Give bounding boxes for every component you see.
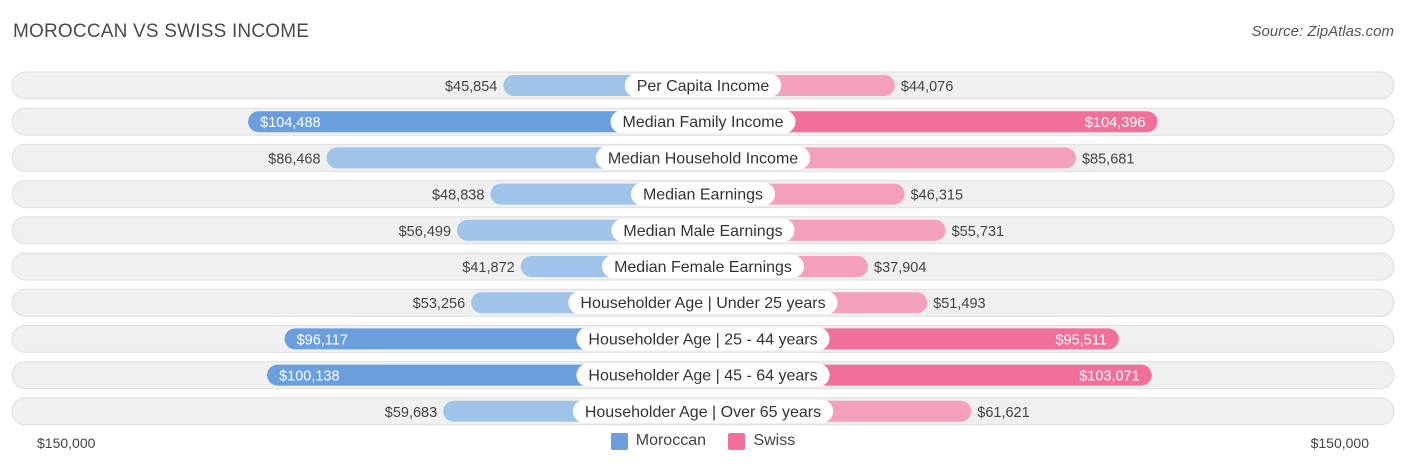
source-label: Source: ZipAtlas.com: [1251, 23, 1394, 40]
chart-row: $48,838 $46,315 Median Earnings: [11, 180, 1395, 209]
chart-row: $56,499 $55,731 Median Male Earnings: [11, 216, 1395, 245]
value-label-swiss: $44,076: [901, 79, 953, 95]
category-pill: [595, 146, 811, 170]
category-label: Median Earnings: [643, 187, 763, 204]
legend-swatch-swiss: [728, 432, 746, 450]
value-label-moroccan: $41,872: [462, 260, 514, 276]
category-pill: [610, 110, 796, 134]
value-label-moroccan: $56,499: [399, 224, 451, 240]
category-pill: [602, 255, 804, 278]
category-pill: [572, 399, 834, 423]
chart-row: $41,872 $37,904 Median Female Earnings: [11, 252, 1395, 281]
value-label-moroccan: $59,683: [385, 405, 437, 421]
chart-row: $100,138 $103,071 Householder Age | 45 - 6…: [11, 361, 1395, 390]
value-label-moroccan: $100,138: [279, 369, 339, 385]
category-pill: [624, 74, 782, 97]
value-label-swiss: $103,071: [1079, 369, 1139, 385]
chart-title: MOROCCAN VS SWISS INCOME: [13, 21, 310, 42]
chart-row: $45,854 $44,076 Per Capita Income: [11, 71, 1395, 100]
value-label-swiss: $37,904: [874, 260, 926, 276]
value-label-swiss: $104,396: [1085, 115, 1145, 131]
category-label: Median Male Earnings: [623, 223, 782, 240]
value-label-moroccan: $104,488: [260, 115, 320, 131]
value-label-swiss: $61,621: [977, 405, 1029, 421]
chart-row: $59,683 $61,621 Householder Age | Over 65 …: [11, 397, 1395, 426]
chart-row: $86,468 $85,681 Median Household Income: [11, 143, 1395, 172]
category-label: Median Family Income: [623, 114, 784, 131]
category-label: Per Capita Income: [637, 78, 770, 95]
legend: Moroccan Swiss: [0, 432, 1406, 455]
chart-row: $53,256 $51,493 Householder Age | Under 25…: [11, 288, 1395, 317]
category-label: Householder Age | 45 - 64 years: [588, 368, 817, 385]
value-label-swiss: $51,493: [933, 296, 985, 312]
value-label-moroccan: $45,854: [445, 79, 497, 95]
value-label-swiss: $46,315: [911, 188, 963, 204]
bar-swiss: [703, 111, 1158, 133]
value-label-moroccan: $96,117: [297, 332, 348, 348]
legend-item-moroccan: Moroccan: [610, 432, 706, 450]
category-pill: [576, 363, 830, 387]
category-pill: [611, 218, 795, 242]
category-label: Median Household Income: [608, 150, 798, 167]
value-label-swiss: $85,681: [1082, 151, 1134, 167]
value-label-swiss: $95,511: [1055, 332, 1106, 348]
value-label-swiss: $55,731: [952, 224, 1004, 240]
category-label: Householder Age | 25 - 44 years: [588, 331, 817, 348]
axis-right-label: $150,000: [1310, 435, 1369, 451]
category-pill: [576, 327, 830, 351]
category-pill: [568, 291, 838, 315]
legend-label-swiss: Swiss: [753, 432, 796, 449]
category-pill: [630, 182, 776, 206]
category-label: Median Female Earnings: [614, 259, 792, 276]
bar-moroccan: [248, 111, 703, 133]
value-label-moroccan: $53,256: [413, 296, 465, 312]
legend-item-swiss: Swiss: [728, 432, 795, 450]
legend-label-moroccan: Moroccan: [635, 432, 706, 449]
legend-swatch-moroccan: [610, 432, 628, 450]
chart-row: $96,117 $95,511 Householder Age | 25 - 44 …: [11, 324, 1395, 353]
value-label-moroccan: $86,468: [268, 151, 320, 167]
chart-row: $104,488 $104,396 Median Family Income: [11, 107, 1395, 136]
category-label: Householder Age | Under 25 years: [580, 295, 825, 312]
value-label-moroccan: $48,838: [432, 188, 484, 204]
category-label: Householder Age | Over 65 years: [585, 404, 821, 421]
axis-left-label: $150,000: [37, 435, 96, 451]
